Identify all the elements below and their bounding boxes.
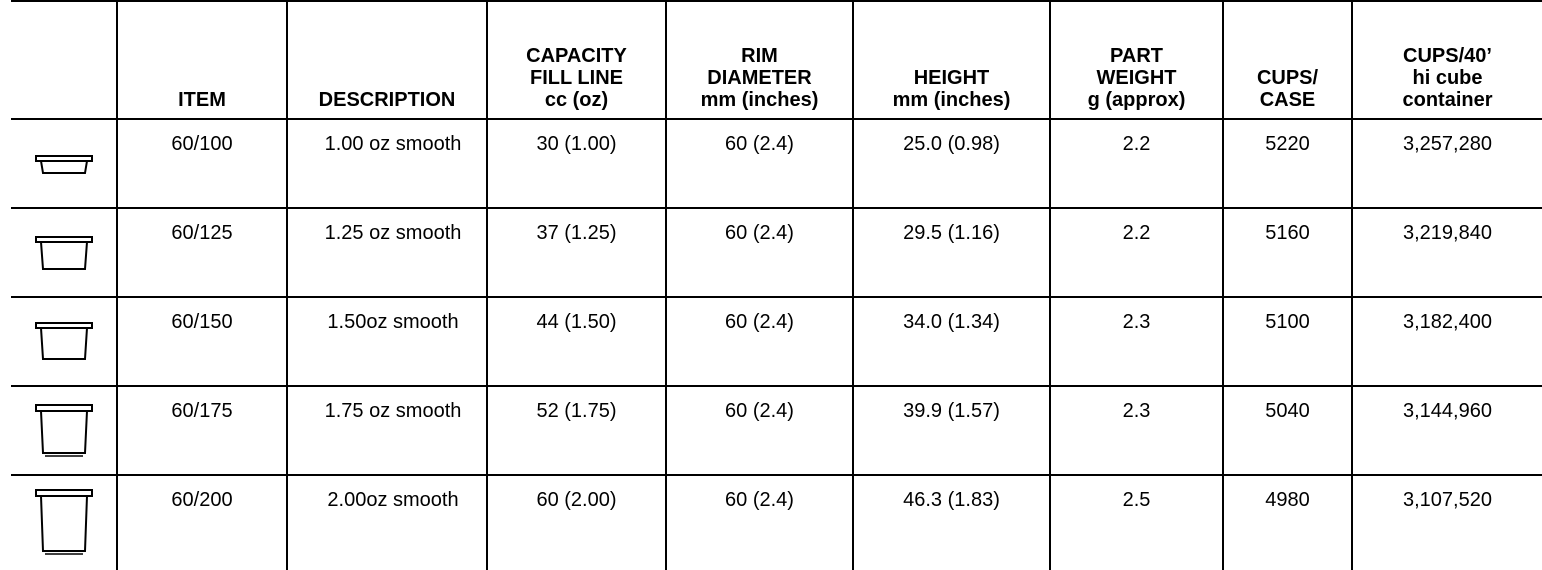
table-row: 60/100 1.00 oz smooth 30 (1.00) 60 (2.4)… <box>11 118 1542 209</box>
cell-capacity: 44 (1.50) <box>486 296 667 387</box>
cell-capacity: 52 (1.75) <box>486 385 667 476</box>
cell-item: 60/100 <box>116 118 288 209</box>
cell-capacity: 37 (1.25) <box>486 207 667 298</box>
cell-height: 29.5 (1.16) <box>852 207 1051 298</box>
cell-height: 39.9 (1.57) <box>852 385 1051 476</box>
cell-description: 2.00oz smooth <box>286 474 488 570</box>
cell-container: 3,219,840 <box>1351 207 1542 298</box>
cell-weight: 2.3 <box>1049 296 1224 387</box>
cell-case: 5160 <box>1222 207 1353 298</box>
cup-icon-cell <box>11 385 118 476</box>
cell-item: 60/200 <box>116 474 288 570</box>
cell-description: 1.75 oz smooth <box>286 385 488 476</box>
cell-weight: 2.2 <box>1049 118 1224 209</box>
cell-container: 3,257,280 <box>1351 118 1542 209</box>
cell-rim: 60 (2.4) <box>665 296 854 387</box>
cell-container: 3,107,520 <box>1351 474 1542 570</box>
table-row: 60/175 1.75 oz smooth 52 (1.75) 60 (2.4)… <box>11 385 1542 476</box>
header-cups-container: CUPS/40’ hi cube container <box>1351 0 1542 120</box>
cell-item: 60/175 <box>116 385 288 476</box>
header-height: HEIGHT mm (inches) <box>852 0 1051 120</box>
cell-rim: 60 (2.4) <box>665 118 854 209</box>
cup-icon-cell <box>11 474 118 570</box>
cell-weight: 2.5 <box>1049 474 1224 570</box>
cell-weight: 2.3 <box>1049 385 1224 476</box>
cell-height: 34.0 (1.34) <box>852 296 1051 387</box>
cup-1-5oz-icon <box>34 321 93 360</box>
cell-item: 60/150 <box>116 296 288 387</box>
header-rim-diameter: RIM DIAMETER mm (inches) <box>665 0 854 120</box>
cell-height: 46.3 (1.83) <box>852 474 1051 570</box>
cell-rim: 60 (2.4) <box>665 474 854 570</box>
cell-container: 3,144,960 <box>1351 385 1542 476</box>
cup-1-25oz-icon <box>34 235 93 270</box>
cell-case: 5040 <box>1222 385 1353 476</box>
table-row: 60/150 1.50oz smooth 44 (1.50) 60 (2.4) … <box>11 296 1542 387</box>
cell-container: 3,182,400 <box>1351 296 1542 387</box>
cup-icon-cell <box>11 118 118 209</box>
cell-case: 4980 <box>1222 474 1353 570</box>
cup-icon-cell <box>11 296 118 387</box>
cell-description: 1.25 oz smooth <box>286 207 488 298</box>
cell-item: 60/125 <box>116 207 288 298</box>
cup-2oz-icon <box>34 489 93 555</box>
cell-description: 1.00 oz smooth <box>286 118 488 209</box>
cell-case: 5100 <box>1222 296 1353 387</box>
table-row: 60/200 2.00oz smooth 60 (2.00) 60 (2.4) … <box>11 474 1542 570</box>
header-part-weight: PART WEIGHT g (approx) <box>1049 0 1224 120</box>
header-cups-case: CUPS/ CASE <box>1222 0 1353 120</box>
cell-description: 1.50oz smooth <box>286 296 488 387</box>
cup-1oz-icon <box>34 154 93 174</box>
header-item: ITEM <box>116 0 288 120</box>
cell-height: 25.0 (0.98) <box>852 118 1051 209</box>
cell-rim: 60 (2.4) <box>665 385 854 476</box>
cell-case: 5220 <box>1222 118 1353 209</box>
cell-weight: 2.2 <box>1049 207 1224 298</box>
table-row: 60/125 1.25 oz smooth 37 (1.25) 60 (2.4)… <box>11 207 1542 298</box>
header-icon <box>11 0 118 120</box>
cup-1-75oz-icon <box>34 403 93 457</box>
cup-spec-table: ITEM DESCRIPTION CAPACITY FILL LINE cc (… <box>11 0 1542 570</box>
cell-rim: 60 (2.4) <box>665 207 854 298</box>
table-header-row: ITEM DESCRIPTION CAPACITY FILL LINE cc (… <box>11 0 1542 120</box>
cell-capacity: 30 (1.00) <box>486 118 667 209</box>
header-description: DESCRIPTION <box>286 0 488 120</box>
header-capacity: CAPACITY FILL LINE cc (oz) <box>486 0 667 120</box>
cup-icon-cell <box>11 207 118 298</box>
cell-capacity: 60 (2.00) <box>486 474 667 570</box>
